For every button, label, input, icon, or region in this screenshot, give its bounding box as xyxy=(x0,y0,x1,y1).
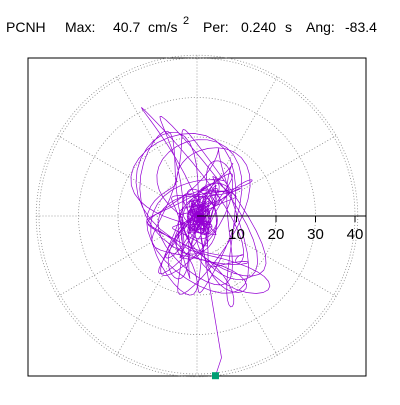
grid-spoke-300 xyxy=(216,250,278,356)
header-per-unit: s xyxy=(285,19,292,35)
radial-tick-label-10: 10 xyxy=(228,226,245,243)
peak-marker xyxy=(211,372,219,380)
header-max-unit-exponent: 2 xyxy=(183,15,189,27)
peak-marker-group xyxy=(211,372,219,380)
grid-spoke-210 xyxy=(57,235,163,297)
grid-spoke-30 xyxy=(231,135,337,197)
header-ang-label: Ang: xyxy=(306,19,335,35)
header-ang-value: -83.4 xyxy=(345,19,377,35)
trace-path xyxy=(130,107,271,376)
grid-spoke-150 xyxy=(57,135,163,197)
radial-axis: 10 20 30 40 xyxy=(197,215,366,243)
header-per-label: Per: xyxy=(203,19,229,35)
radial-tick-label-30: 30 xyxy=(307,226,324,243)
radial-tick-label-40: 40 xyxy=(347,226,364,243)
header-max-value: 40.7 xyxy=(113,19,140,35)
header-max-unit: cm/s xyxy=(148,19,178,35)
particle-motion-trace xyxy=(130,107,271,376)
header-max-label: Max: xyxy=(65,19,95,35)
grid-spoke-60 xyxy=(216,76,278,182)
grid-spoke-120 xyxy=(116,76,178,182)
grid-spoke-330 xyxy=(231,235,337,297)
grid-spoke-240 xyxy=(116,250,178,356)
radial-tick-label-20: 20 xyxy=(268,226,285,243)
header-station: PCNH xyxy=(6,19,46,35)
header-per-value: 0.240 xyxy=(241,19,276,35)
